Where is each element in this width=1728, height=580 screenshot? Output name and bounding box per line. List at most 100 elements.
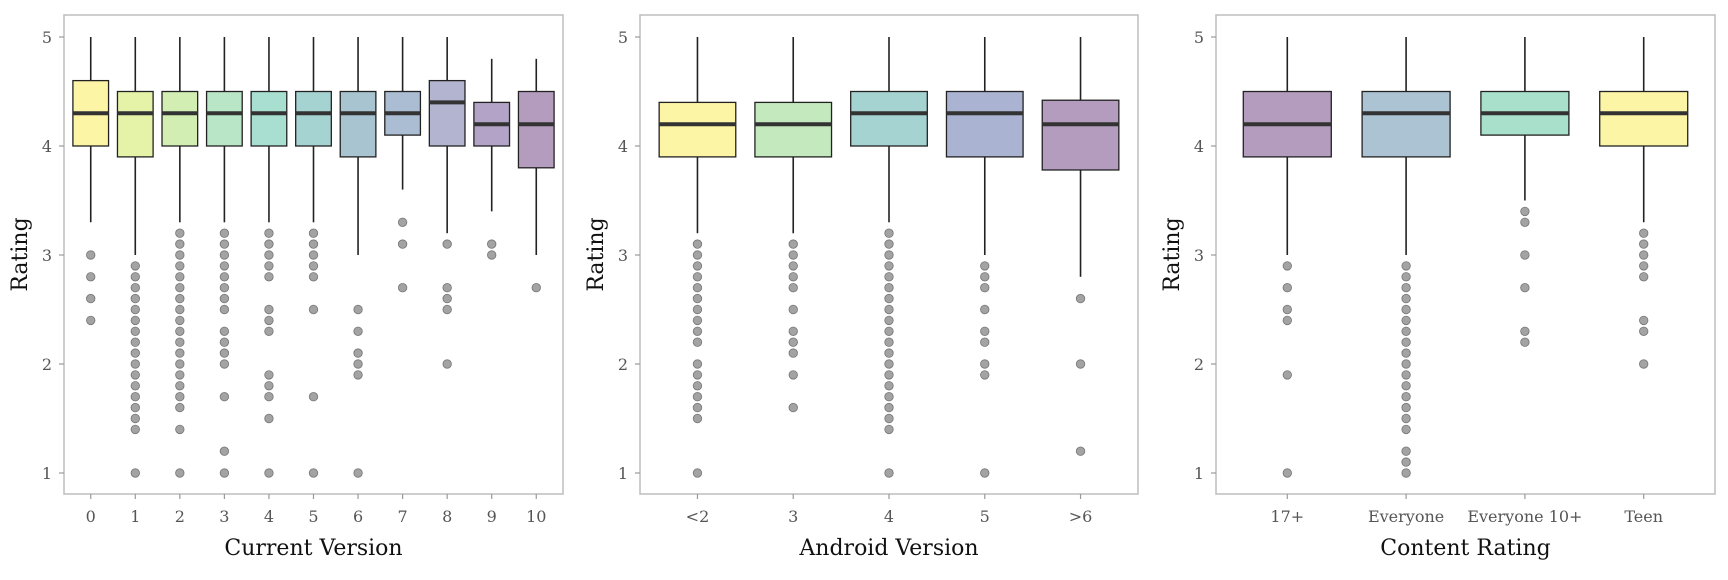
x-tick-label: 10 bbox=[526, 507, 546, 526]
outlier-point bbox=[980, 304, 990, 315]
outlier-point bbox=[1401, 402, 1411, 413]
outlier-point bbox=[1520, 326, 1530, 337]
x-tick-label: Teen bbox=[1624, 507, 1663, 526]
outlier-point bbox=[1401, 293, 1411, 304]
outlier-point bbox=[175, 348, 185, 358]
outlier-point bbox=[353, 304, 363, 315]
outlier-point bbox=[175, 239, 185, 249]
outlier-point bbox=[1075, 359, 1086, 369]
outlier-point bbox=[884, 413, 894, 424]
y-tick-label: 3 bbox=[1194, 246, 1204, 265]
box bbox=[161, 90, 199, 147]
outlier-point bbox=[175, 272, 185, 282]
outlier-point bbox=[130, 326, 140, 337]
outlier-point bbox=[264, 392, 274, 402]
outlier-point bbox=[219, 348, 230, 358]
outlier-point bbox=[308, 250, 319, 260]
outlier-point bbox=[175, 250, 185, 260]
outlier-point bbox=[884, 370, 894, 380]
outlier-point bbox=[1401, 370, 1411, 380]
outlier-point bbox=[1401, 315, 1411, 326]
chart-panel: 1 2 3 4 5 Rating Content Rating 17+ Everyone Ever… bbox=[1160, 14, 1716, 561]
outlier-point bbox=[442, 283, 452, 293]
chart-panel: 1 2 3 4 5 Rating Current Version 0 1 2 3 4 5 6 7 8 9 10 bbox=[8, 14, 564, 561]
y-tick-label: 4 bbox=[618, 137, 628, 156]
box bbox=[945, 90, 1024, 158]
outlier-point bbox=[130, 304, 140, 315]
outlier-point bbox=[884, 272, 894, 282]
outlier-point bbox=[1520, 217, 1530, 228]
outlier-point bbox=[175, 402, 185, 413]
outlier-point bbox=[788, 261, 798, 271]
outlier-point bbox=[884, 293, 894, 304]
outlier-point bbox=[1520, 337, 1530, 347]
outlier-point bbox=[1401, 468, 1411, 478]
y-tick-label: 1 bbox=[1194, 464, 1204, 483]
x-tick-label: 9 bbox=[487, 507, 497, 526]
y-tick-label: 2 bbox=[1194, 355, 1204, 374]
outlier-point bbox=[1401, 446, 1411, 456]
y-tick-label: 3 bbox=[42, 246, 52, 265]
box bbox=[250, 90, 288, 147]
y-axis-title: Rating bbox=[8, 217, 33, 291]
outlier-point bbox=[1639, 228, 1649, 238]
box bbox=[295, 90, 332, 147]
outlier-point bbox=[1401, 381, 1411, 391]
outlier-point bbox=[788, 304, 798, 315]
chart-panel: 1 2 3 4 5 Rating Android Version <2 3 4 5 >6 bbox=[584, 14, 1139, 561]
outlier-point bbox=[353, 359, 363, 369]
outlier-point bbox=[130, 272, 140, 282]
x-tick-label: 4 bbox=[264, 507, 274, 526]
outlier-point bbox=[884, 348, 894, 358]
outlier-point bbox=[130, 370, 140, 380]
outlier-point bbox=[1639, 261, 1649, 271]
outlier-point bbox=[175, 468, 185, 478]
outlier-point bbox=[219, 337, 230, 347]
outlier-point bbox=[219, 272, 230, 282]
outlier-point bbox=[130, 315, 140, 326]
outlier-point bbox=[1401, 304, 1411, 315]
outlier-point bbox=[264, 413, 274, 424]
box bbox=[1599, 90, 1689, 147]
outlier-point bbox=[219, 468, 230, 478]
outlier-point bbox=[86, 293, 96, 304]
x-tick-label: 8 bbox=[442, 507, 452, 526]
outlier-point bbox=[884, 359, 894, 369]
outlier-point bbox=[175, 392, 185, 402]
outlier-point bbox=[86, 315, 96, 326]
outlier-point bbox=[264, 315, 274, 326]
outlier-point bbox=[1639, 359, 1649, 369]
y-tick-label: 4 bbox=[42, 137, 52, 156]
outlier-point bbox=[130, 283, 140, 293]
outlier-point bbox=[442, 304, 452, 315]
outlier-point bbox=[692, 283, 703, 293]
outlier-point bbox=[692, 402, 703, 413]
box bbox=[116, 90, 154, 158]
outlier-point bbox=[692, 468, 703, 478]
outlier-point bbox=[86, 250, 96, 260]
x-tick-label: 3 bbox=[788, 507, 798, 526]
outlier-point bbox=[353, 326, 363, 337]
box bbox=[1361, 90, 1451, 158]
outlier-point bbox=[1282, 304, 1292, 315]
outlier-point bbox=[884, 228, 894, 238]
outlier-point bbox=[884, 468, 894, 478]
y-tick-label: 4 bbox=[1194, 137, 1204, 156]
box bbox=[754, 101, 833, 158]
outlier-point bbox=[1639, 315, 1649, 326]
outlier-point bbox=[442, 293, 452, 304]
outlier-point bbox=[788, 326, 798, 337]
x-axis-title: Android Version bbox=[798, 536, 978, 561]
outlier-point bbox=[692, 293, 703, 304]
outlier-point bbox=[175, 293, 185, 304]
outlier-point bbox=[1401, 261, 1411, 271]
outlier-point bbox=[1639, 250, 1649, 260]
outlier-point bbox=[884, 304, 894, 315]
y-tick-label: 5 bbox=[618, 28, 628, 47]
outlier-point bbox=[264, 326, 274, 337]
outlier-point bbox=[692, 370, 703, 380]
outlier-point bbox=[219, 261, 230, 271]
x-tick-label: 6 bbox=[353, 507, 363, 526]
outlier-point bbox=[219, 283, 230, 293]
outlier-point bbox=[442, 359, 452, 369]
